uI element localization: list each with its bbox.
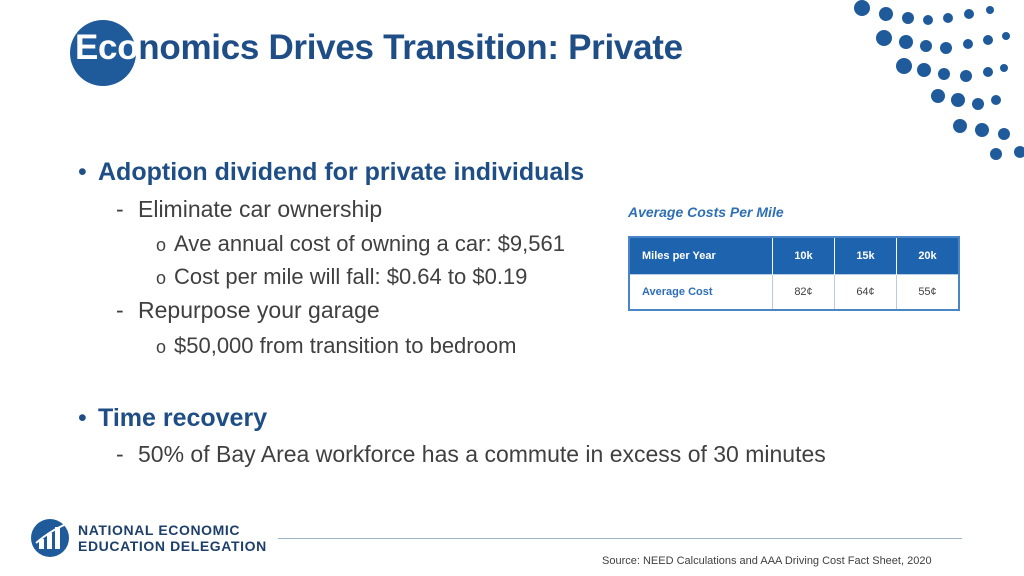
title-circle-accent: [70, 20, 136, 86]
need-logo-icon: [31, 519, 69, 557]
decorative-dot: [972, 98, 984, 110]
decorative-dot: [879, 7, 893, 21]
decorative-dot: [1000, 64, 1008, 72]
decorative-dot: [1002, 32, 1010, 40]
bullet-adoption-dividend: • Adoption dividend for private individua…: [78, 158, 584, 187]
decorative-dot: [1014, 146, 1024, 158]
decorative-dot: [998, 128, 1010, 140]
sub-bullet-eliminate-car: - Eliminate car ownership: [116, 196, 382, 223]
decorative-dot: [940, 42, 952, 54]
decorative-dot: [951, 93, 965, 107]
dash-marker: -: [116, 441, 124, 467]
decorative-dot: [931, 89, 945, 103]
bullet-dot: •: [78, 404, 87, 432]
sub-bullet-repurpose-garage: - Repurpose your garage: [116, 297, 380, 324]
sub-bullet-text: Eliminate car ownership: [138, 196, 383, 222]
sub-bullet-text: Repurpose your garage: [138, 297, 380, 323]
value-cell: 82¢: [772, 274, 835, 310]
sub-sub-bullet-cost-per-mile: o Cost per mile will fall: $0.64 to $0.19: [156, 264, 527, 290]
decorative-dot: [964, 9, 974, 19]
bullet-time-recovery: • Time recovery: [78, 404, 267, 433]
decorative-dot: [953, 119, 967, 133]
footer-divider: [278, 538, 962, 539]
decorative-dot: [983, 67, 993, 77]
decorative-dot: [923, 15, 933, 25]
decorative-dot: [899, 35, 913, 49]
cost-per-mile-table: Miles per Year 10k 15k 20k Average Cost …: [628, 236, 960, 311]
sub-sub-bullet-text: Ave annual cost of owning a car: $9,561: [174, 231, 565, 256]
header-cell: Miles per Year: [629, 237, 773, 275]
table-header-row: Miles per Year 10k 15k 20k: [629, 237, 960, 275]
decorative-dot: [990, 148, 1002, 160]
sub-sub-bullet-garage-value: o $50,000 from transition to bedroom: [156, 333, 516, 359]
decorative-dot: [983, 35, 993, 45]
organization-name-line1: NATIONAL ECONOMIC: [78, 522, 241, 538]
table-row: Average Cost 82¢ 64¢ 55¢: [629, 274, 960, 310]
header-cell: 10k: [772, 237, 835, 275]
slide-title: Economics Drives Transition: Private: [75, 28, 683, 68]
sub-bullet-commute: -50% of Bay Area workforce has a commute…: [116, 441, 826, 468]
value-cell: 64¢: [834, 274, 897, 310]
decorative-dot: [963, 39, 973, 49]
o-marker: o: [156, 235, 167, 255]
decorative-dot: [902, 12, 914, 24]
sub-sub-bullet-text: Cost per mile will fall: $0.64 to $0.19: [174, 264, 528, 289]
decorative-dots: [854, 0, 1024, 160]
cost-table-title: Average Costs Per Mile: [628, 204, 784, 220]
bullet-heading: Time recovery: [98, 404, 268, 432]
sub-sub-bullet-text: $50,000 from transition to bedroom: [174, 333, 517, 358]
header-cell: 15k: [834, 237, 897, 275]
decorative-dot: [975, 123, 989, 137]
value-cell: 55¢: [896, 274, 960, 310]
decorative-dot: [986, 6, 994, 14]
decorative-dot: [854, 0, 870, 16]
bullet-heading: Adoption dividend for private individual…: [98, 158, 585, 186]
o-marker: o: [156, 268, 167, 288]
title-rest: nomics Drives Transition: Private: [138, 28, 683, 67]
row-label-cell: Average Cost: [629, 274, 773, 310]
bullet-dot: •: [78, 158, 87, 186]
organization-name: NATIONAL ECONOMIC EDUCATION DELEGATION: [78, 522, 267, 554]
title-prefix: Eco: [75, 28, 139, 67]
decorative-dot: [960, 70, 972, 82]
header-cell: 20k: [896, 237, 960, 275]
o-marker: o: [156, 337, 167, 357]
decorative-dot: [943, 13, 953, 23]
decorative-dot: [920, 40, 932, 52]
decorative-dot: [896, 58, 912, 74]
dash-marker: -: [116, 196, 124, 222]
sub-sub-bullet-annual-cost: o Ave annual cost of owning a car: $9,561: [156, 231, 565, 257]
sub-bullet-text: 50% of Bay Area workforce has a commute …: [138, 441, 826, 467]
decorative-dot: [938, 68, 950, 80]
decorative-dot: [991, 95, 1001, 105]
decorative-dot: [876, 30, 892, 46]
decorative-dot: [917, 63, 931, 77]
organization-name-line2: EDUCATION DELEGATION: [78, 538, 267, 554]
dash-marker: -: [116, 297, 124, 323]
source-citation: Source: NEED Calculations and AAA Drivin…: [602, 555, 932, 567]
